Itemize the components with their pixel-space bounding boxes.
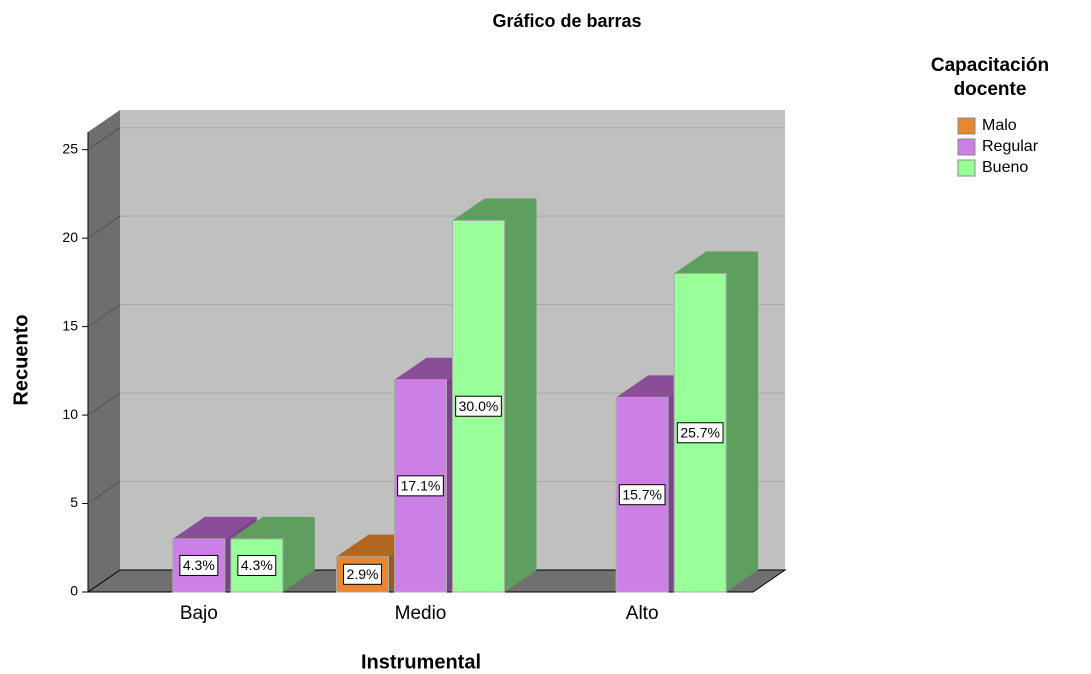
- data-label: 25.7%: [676, 422, 724, 444]
- y-tick-label: 15: [62, 317, 78, 333]
- y-axis-label: Recuento: [10, 314, 32, 405]
- data-label-box: [397, 475, 444, 497]
- bar-side: [504, 198, 537, 592]
- data-label-box: [618, 484, 666, 506]
- data-label: 2.9%: [343, 563, 382, 585]
- legend-label: Malo: [982, 117, 1017, 134]
- grid-line: [87, 481, 121, 504]
- bar-top: [452, 198, 537, 221]
- x-tick-label: Alto: [626, 603, 659, 624]
- legend-label: Regular: [982, 138, 1039, 155]
- data-label-text: 2.9%: [347, 566, 379, 582]
- y-tick-label: 0: [70, 583, 78, 599]
- data-label-text: 15.7%: [622, 486, 662, 502]
- grid-line: [87, 127, 121, 151]
- data-label: 4.3%: [179, 554, 219, 576]
- y-tick-label: 5: [70, 494, 78, 510]
- chart-title: Gráfico de barras: [492, 11, 641, 31]
- data-label-box: [237, 554, 277, 576]
- y-tick-label: 10: [62, 406, 78, 422]
- data-label-box: [455, 395, 502, 417]
- data-label-box: [179, 554, 219, 576]
- data-label-box: [676, 422, 724, 444]
- grid-line: [87, 215, 121, 239]
- data-label-text: 4.3%: [241, 557, 273, 573]
- x-tick-label: Bajo: [180, 603, 218, 624]
- bar-side: [726, 251, 759, 593]
- data-label: 4.3%: [237, 554, 277, 576]
- grid-line: [87, 304, 121, 328]
- grid-line: [87, 392, 121, 416]
- bar-top: [172, 516, 257, 539]
- left-wall: [88, 110, 120, 592]
- legend-swatch: [957, 159, 976, 177]
- data-label: 15.7%: [618, 484, 666, 506]
- legend-swatch: [957, 138, 976, 156]
- data-label: 17.1%: [397, 475, 444, 497]
- x-tick-label: Medio: [395, 603, 447, 624]
- legend-title: docente: [954, 79, 1027, 100]
- data-label-box: [343, 563, 382, 585]
- legend-swatch: [957, 117, 976, 135]
- data-label-text: 17.1%: [401, 478, 441, 494]
- bar-top: [674, 251, 759, 274]
- legend-title: Capacitación: [931, 55, 1049, 76]
- x-axis-label: Instrumental: [361, 651, 481, 673]
- bar-side: [282, 516, 315, 592]
- data-label: 30.0%: [455, 395, 502, 417]
- y-tick-label: 20: [62, 229, 78, 245]
- bar-top: [230, 516, 315, 539]
- data-label-text: 4.3%: [183, 557, 215, 573]
- legend-label: Bueno: [982, 159, 1028, 176]
- data-label-text: 25.7%: [680, 424, 720, 440]
- y-tick-label: 25: [62, 140, 78, 156]
- data-label-text: 30.0%: [459, 398, 499, 414]
